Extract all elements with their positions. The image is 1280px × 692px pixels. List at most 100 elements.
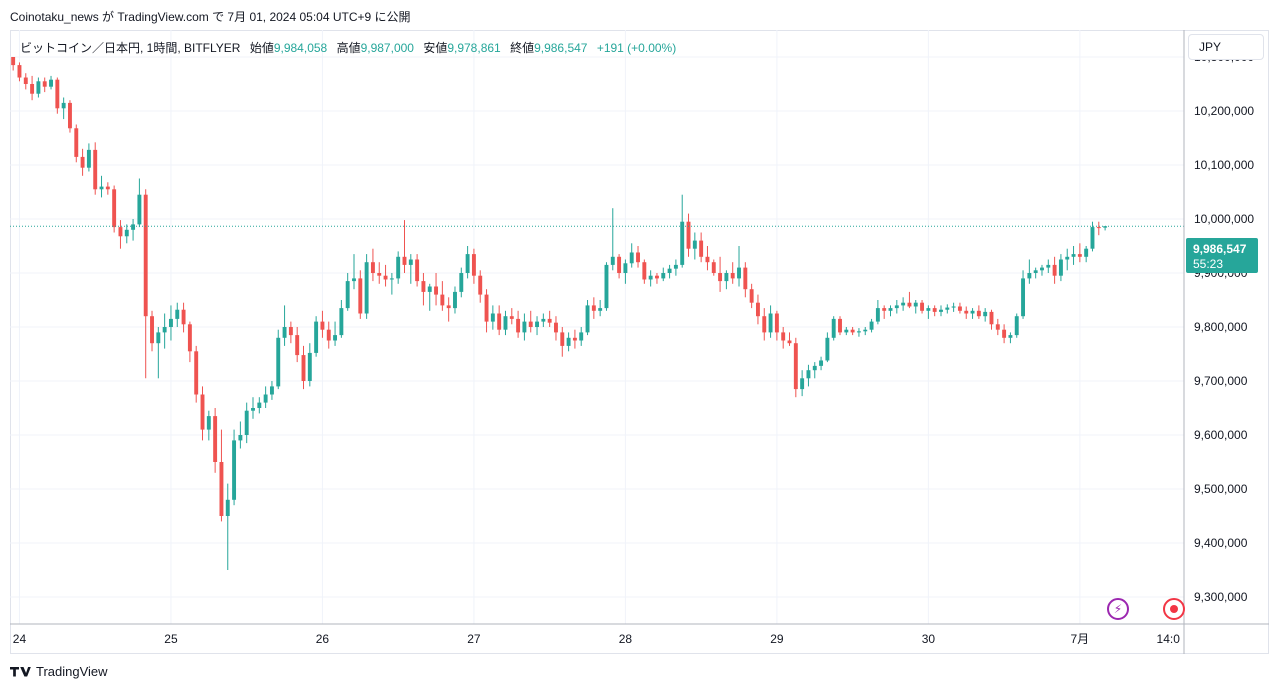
candle-body [636,252,640,263]
candle-body [560,332,565,346]
record-icon[interactable] [1163,598,1185,620]
candle-body [421,281,426,292]
candle-body [604,264,609,309]
candle-body [42,81,47,87]
currency-button[interactable]: JPY [1188,34,1264,60]
candle-body [686,221,691,249]
candle-body [680,221,685,265]
candle-body [402,256,407,265]
candle-body [352,278,356,282]
price-tick-label: 9,800,000 [1194,320,1248,334]
candle-body [49,79,53,87]
candle-body [434,286,439,295]
grid-lines [10,30,1184,624]
candle-body [465,254,470,273]
candle-body [339,308,344,336]
candle-body [869,321,874,330]
candle-body [288,327,293,336]
tradingview-logo-icon [10,666,32,678]
time-tick-label: 30 [922,632,936,646]
candles [11,57,1108,570]
candle-body [819,360,824,366]
candle-body [598,308,603,311]
candle-body [541,318,546,322]
candle-body [320,321,325,330]
candle-body [951,306,956,308]
candle-body [1103,226,1108,228]
candle-body [629,252,634,264]
candle-body [364,262,369,314]
candle-body [535,321,539,327]
price-tick-label: 10,100,000 [1194,158,1254,172]
candle-body [307,352,312,381]
candle-body [585,305,590,333]
candle-body [80,156,85,168]
candle-body [162,327,167,333]
candle-body [206,416,211,430]
footer-brand-text: TradingView [36,664,108,679]
time-tick-label: 14:0 [1157,632,1181,646]
chart-legend: ビットコイン／日本円, 1時間, BITFLYER 始値9,984,058 高値… [20,39,676,56]
candle-body [232,440,237,500]
candle-body [396,256,401,279]
candle-body [566,337,571,346]
time-tick-label: 27 [467,632,481,646]
candle-body [762,316,767,333]
candle-body [579,332,584,341]
candle-body [989,311,994,325]
lightning-icon[interactable]: ⚡ [1107,598,1129,620]
candle-body [263,394,268,403]
candle-body [610,256,615,265]
candle-body [699,240,704,257]
candle-body [168,318,173,327]
candle-body [945,307,950,310]
candle-body [800,378,805,390]
candle-body [1071,254,1076,257]
candle-body [932,308,937,312]
candle-body [415,259,420,282]
candle-body [36,81,41,94]
candle-body [509,316,514,319]
price-axis: 9,300,000 9,400,000 9,500,000 9,600,000 9,70… [1194,50,1254,604]
candle-body [295,335,300,356]
candle-body [920,302,925,311]
candle-body [648,275,653,280]
price-tick-label: 9,500,000 [1194,482,1248,496]
candle-body [642,262,647,280]
candle-body [124,229,129,237]
candle-body [661,273,666,279]
candle-body [282,327,287,338]
candle-body [806,370,811,379]
high-value: 9,987,000 [360,41,414,55]
candle-body [244,410,249,435]
low-label: 安値 [423,41,448,55]
candle-body [768,313,773,333]
candle-body [547,318,552,323]
candle-body [118,227,123,237]
candle-body [408,259,413,265]
price-tick-label: 10,200,000 [1194,104,1254,118]
candle-body [888,308,893,311]
candle-body [383,275,388,280]
time-tick-label: 26 [316,632,330,646]
close-value: 9,986,547 [534,41,588,55]
candle-body [99,186,104,190]
candle-body [1052,264,1057,276]
candle-body [901,302,906,306]
candle-body [112,189,117,228]
candle-body [194,351,199,395]
candle-body [743,267,748,290]
candle-body [150,316,154,344]
candle-body [1065,256,1070,260]
candle-body [276,337,281,387]
candle-body [673,264,678,269]
candle-body [61,102,66,109]
candle-body [718,273,723,282]
candle-body [1021,278,1026,317]
candle-body [389,278,394,280]
candle-body [572,337,577,341]
chart-frame[interactable] [10,30,1269,654]
candle-body [446,305,451,309]
candle-body [907,302,912,307]
